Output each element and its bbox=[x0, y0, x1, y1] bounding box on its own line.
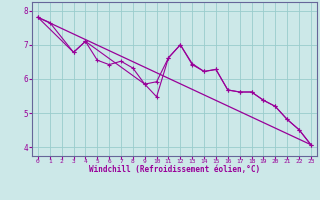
X-axis label: Windchill (Refroidissement éolien,°C): Windchill (Refroidissement éolien,°C) bbox=[89, 165, 260, 174]
